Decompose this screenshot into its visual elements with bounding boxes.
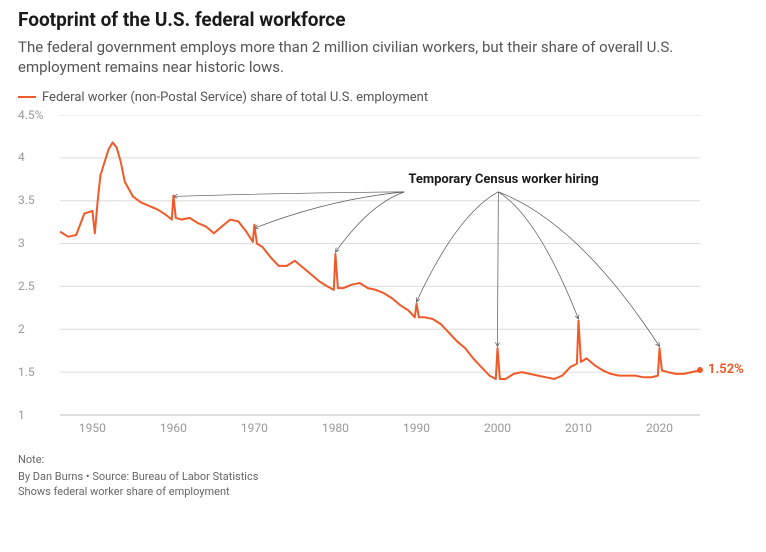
x-tick-label: 1970 [241,421,268,435]
y-tick-label: 2 [18,322,25,336]
chart-footer: Note: By Dan Burns • Source: Bureau of L… [18,453,748,498]
legend-swatch [18,96,36,98]
chart-svg [18,115,710,425]
chart-subtitle: The federal government employs more than… [18,37,748,78]
x-tick-label: 2010 [565,421,592,435]
x-tick-label: 1990 [403,421,430,435]
x-tick-label: 1980 [322,421,349,435]
subnote: Shows federal worker share of employment [18,485,748,498]
x-tick-label: 1960 [160,421,187,435]
end-point-label: 1.52% [708,362,744,377]
y-tick-label: 4.5% [18,108,43,122]
annotation-label: Temporary Census worker hiring [408,172,598,187]
legend-label: Federal worker (non-Postal Service) shar… [42,90,428,105]
x-tick-label: 2000 [484,421,511,435]
chart-title: Footprint of the U.S. federal workforce [18,8,748,31]
legend: Federal worker (non-Postal Service) shar… [18,90,748,105]
y-tick-label: 2.5 [18,279,35,293]
y-tick-label: 4 [18,150,25,164]
end-point-dot [697,367,703,373]
y-tick-label: 3 [18,236,25,250]
y-tick-label: 1 [18,408,25,422]
x-axis-ticks: 1950 1960 1970 1980 1990 2000 2010 2020 [18,421,700,441]
x-tick-label: 2020 [646,421,673,435]
note-heading: Note: [18,453,748,466]
y-tick-label: 1.5 [18,365,35,379]
byline: By Dan Burns • Source: Bureau of Labor S… [18,470,748,483]
y-tick-label: 3.5 [18,193,35,207]
x-tick-label: 1950 [79,421,106,435]
y-axis-ticks: 4.5%43.532.521.51 [18,115,60,415]
line-chart: 4.5%43.532.521.51 1950196019701980199020… [18,115,750,445]
